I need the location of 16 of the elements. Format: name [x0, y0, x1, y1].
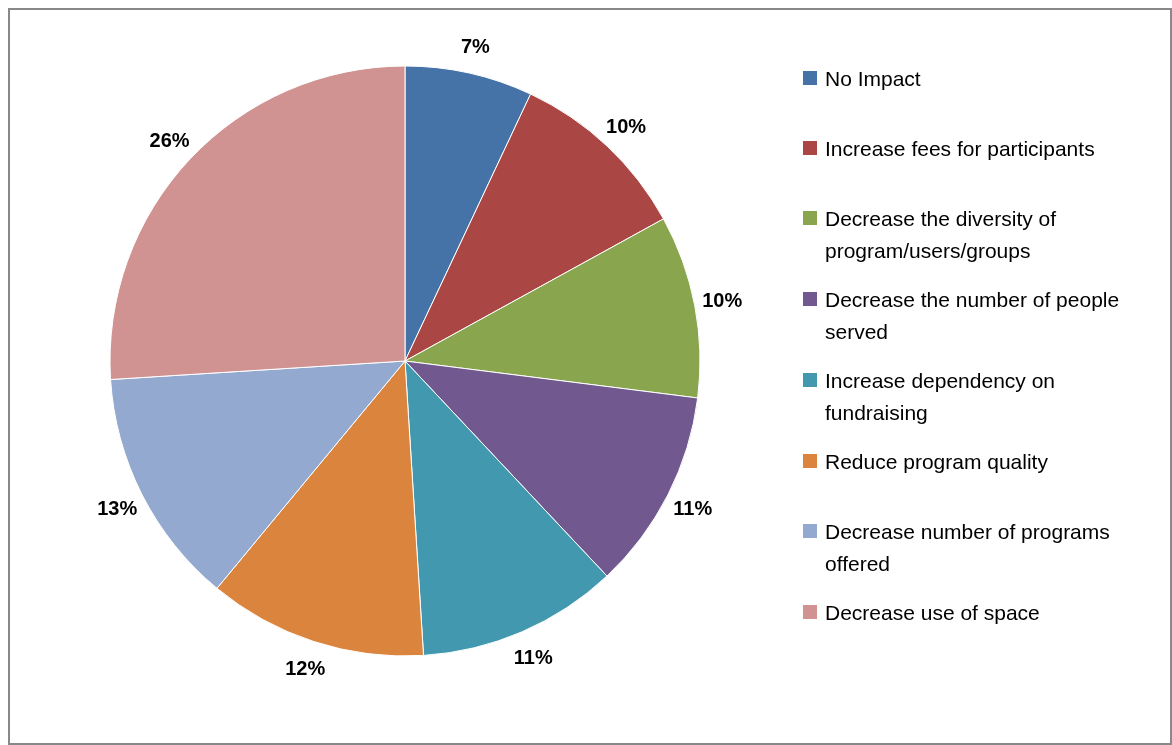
data-label: 10%: [606, 114, 647, 137]
data-label: 10%: [702, 289, 743, 312]
legend-label: Increase fees for participants: [825, 136, 1095, 160]
legend-label: Reduce program quality: [825, 449, 1049, 473]
legend-label: Increase dependency on fundraising: [825, 368, 1056, 424]
data-label: 13%: [97, 496, 138, 519]
legend-label: Decrease number of programs offered: [825, 519, 1110, 575]
legend-label: No Impact: [825, 66, 921, 90]
data-label: 11%: [673, 496, 713, 519]
legend-label: Decrease the number of people served: [825, 287, 1120, 343]
data-label: 26%: [149, 128, 190, 151]
legend-label: Decrease use of space: [825, 600, 1040, 624]
data-label: 11%: [513, 646, 553, 669]
legend-label: Decrease the diversity of program/users/groups: [825, 206, 1057, 262]
data-label: 7%: [461, 34, 491, 57]
data-label: 12%: [285, 657, 326, 680]
